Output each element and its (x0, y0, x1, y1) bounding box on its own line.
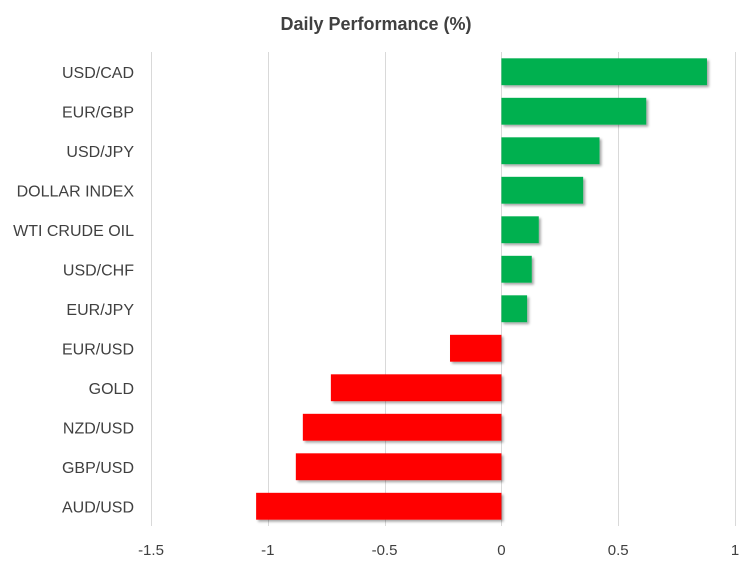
bar (501, 58, 707, 86)
category-label: DOLLAR INDEX (17, 183, 135, 200)
x-tick-label: -1 (261, 542, 274, 559)
x-tick-label: -0.5 (372, 542, 398, 559)
x-tick-label: -1.5 (138, 542, 164, 559)
category-label: USD/CHF (63, 262, 134, 279)
bars (256, 58, 707, 520)
bar (302, 413, 502, 441)
gridlines (151, 52, 736, 526)
category-labels: USD/CAD EUR/GBP USD/JPY DOLLAR INDEX WTI CRU… (13, 65, 134, 517)
x-tick-labels: -1.5 -1 -0.5 0 0.5 1 (138, 542, 739, 559)
bar (501, 97, 647, 125)
bar (501, 216, 539, 244)
bar (295, 453, 502, 481)
bar (501, 255, 532, 283)
category-label: EUR/JPY (66, 302, 134, 319)
category-label: GBP/USD (62, 460, 134, 477)
bar (501, 176, 584, 204)
category-label: GOLD (89, 381, 134, 398)
bar (501, 137, 600, 165)
category-label: EUR/GBP (62, 104, 134, 121)
category-label: NZD/USD (63, 420, 134, 437)
bar (256, 492, 502, 520)
category-label: USD/JPY (66, 144, 134, 161)
chart-title: Daily Performance (%) (280, 14, 471, 34)
x-tick-label: 0.5 (608, 542, 629, 559)
bar (501, 295, 528, 323)
category-label: EUR/USD (62, 341, 134, 358)
bar (450, 334, 502, 362)
x-tick-label: 1 (731, 542, 739, 559)
category-label: USD/CAD (62, 65, 134, 82)
x-tick-label: 0 (497, 542, 505, 559)
category-label: AUD/USD (62, 499, 134, 516)
category-label: WTI CRUDE OIL (13, 223, 134, 240)
bar (330, 374, 502, 402)
